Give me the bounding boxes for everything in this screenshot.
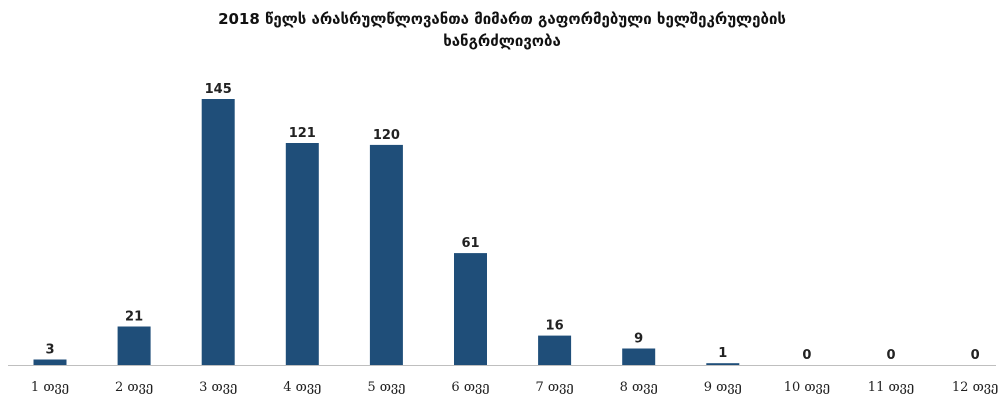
- category-label-6: 6 თვე: [451, 380, 489, 395]
- bar-3: [201, 99, 235, 365]
- chart-title-line-1: 2018 წელს არასრულწლოვანთა მიმართ გაფორმე…: [218, 10, 786, 28]
- bars-group: [33, 99, 740, 365]
- category-label-2: 2 თვე: [115, 380, 153, 395]
- bar-5: [369, 144, 403, 365]
- category-label-3: 3 თვე: [199, 380, 237, 395]
- data-label-9: 1: [718, 346, 727, 361]
- data-label-8: 9: [634, 332, 643, 347]
- category-label-8: 8 თვე: [620, 380, 658, 395]
- data-label-11: 0: [886, 348, 895, 363]
- category-label-12: 12 თვე: [952, 380, 998, 395]
- data-label-1: 3: [45, 343, 54, 358]
- bar-6: [454, 253, 487, 365]
- category-labels-group: 1 თვე 2 თვე 3 თვე 4 თვე 5 თვე 6 თვე 7 თვე 8 თვე…: [31, 380, 998, 395]
- category-label-9: 9 თვე: [704, 380, 742, 395]
- data-label-10: 0: [802, 348, 811, 363]
- data-label-2: 21: [125, 310, 143, 325]
- bar-4: [285, 143, 319, 365]
- bar-8: [622, 348, 656, 365]
- data-label-4: 121: [289, 126, 316, 141]
- data-label-3: 145: [205, 82, 232, 97]
- data-label-7: 16: [546, 319, 564, 334]
- chart-title-line-2: ხანგრძლივობა: [443, 32, 561, 50]
- data-label-5: 120: [373, 128, 400, 143]
- category-label-5: 5 თვე: [367, 380, 405, 395]
- category-label-11: 11 თვე: [868, 380, 914, 395]
- category-label-7: 7 თვე: [536, 380, 574, 395]
- data-label-12: 0: [971, 348, 980, 363]
- category-label-4: 4 თვე: [283, 380, 321, 395]
- bar-9: [706, 363, 740, 365]
- category-label-10: 10 თვე: [784, 380, 830, 395]
- bar-7: [538, 335, 572, 365]
- data-labels-group: 3 21 145 121 120 61 16 9 1 0 0 0: [45, 82, 979, 363]
- category-label-1: 1 თვე: [31, 380, 69, 395]
- bar-2: [117, 326, 151, 365]
- data-label-6: 61: [461, 236, 479, 251]
- chart-title: 2018 წელს არასრულწლოვანთა მიმართ გაფორმე…: [0, 8, 1004, 52]
- bar-1: [33, 359, 67, 365]
